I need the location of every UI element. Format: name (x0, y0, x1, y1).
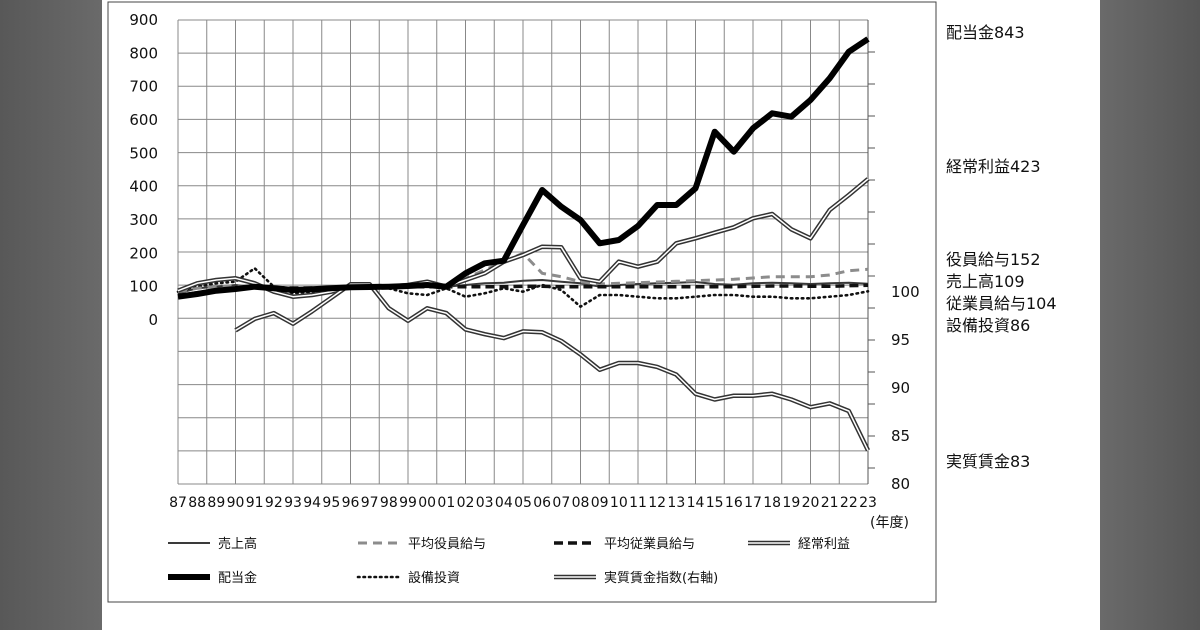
y-left-tick-label: 500 (129, 144, 158, 162)
y-axis-right: 80 85 90 95 100 (891, 283, 920, 493)
y-right-tick-label: 90 (891, 379, 910, 397)
x-tick-label: 02 (457, 495, 475, 511)
x-tick-label: 87 (169, 495, 187, 511)
x-tick-label: 13 (667, 495, 685, 511)
end-label: 実質賃金83 (946, 452, 1030, 471)
x-tick-label: 06 (533, 495, 551, 511)
x-axis: 87 88 89 90 91 92 93 94 95 96 97 98 99 00 01 02 03 04 05 06… (169, 495, 877, 511)
x-tick-label: 00 (418, 495, 436, 511)
x-tick-label: 91 (246, 495, 264, 511)
y-left-tick-label: 700 (129, 78, 158, 96)
series-line (177, 36, 870, 300)
series-配当金 (177, 36, 870, 300)
end-labels: 配当金843 経常利益423 役員給与152 売上高109 従業員給与104 設備投資86… (946, 23, 1057, 471)
y-left-tick-label: 0 (148, 311, 158, 329)
end-label: 役員給与152 (946, 250, 1041, 269)
x-tick-label: 04 (495, 495, 513, 511)
legend-item: 平均従業員給与 (554, 536, 695, 552)
x-tick-label: 15 (706, 495, 724, 511)
x-tick-label: 11 (629, 495, 647, 511)
x-tick-label: 18 (763, 495, 781, 511)
legend-item: 設備投資 (356, 570, 460, 586)
y-left-tick-label: 300 (129, 211, 158, 229)
x-tick-label: 88 (188, 495, 206, 511)
y-right-tick-label: 95 (891, 331, 910, 349)
legend-item: 経常利益 (748, 537, 850, 552)
x-tick-label: 97 (361, 495, 379, 511)
y-right-tick-label: 100 (891, 283, 920, 301)
x-tick-label: 01 (437, 495, 455, 511)
x-tick-label: 09 (591, 495, 609, 511)
x-axis-label: (年度) (870, 515, 909, 531)
x-tick-label: 07 (552, 495, 570, 511)
x-tick-label: 95 (322, 495, 340, 511)
y-axis-left: 0 100 200 300 400 500 600 700 800 900 (129, 11, 158, 329)
legend-label: 平均役員給与 (408, 537, 486, 552)
background-left (0, 0, 102, 630)
x-tick-label: 08 (572, 495, 590, 511)
x-tick-label: 10 (610, 495, 628, 511)
x-tick-label: 21 (821, 495, 839, 511)
end-label: 売上高109 (946, 272, 1025, 291)
x-tick-label: 05 (514, 495, 532, 511)
x-tick-label: 94 (303, 495, 321, 511)
x-tick-label: 12 (648, 495, 666, 511)
legend-label: 配当金 (218, 570, 257, 586)
end-label: 配当金843 (946, 23, 1025, 42)
x-tick-label: 90 (227, 495, 245, 511)
series-line (177, 178, 869, 298)
y-left-tick-label: 100 (129, 278, 158, 296)
series-実質賃金指数(右軸) (234, 282, 871, 452)
legend-label: 実質賃金指数(右軸) (604, 570, 718, 586)
series-経常利益 (177, 177, 870, 299)
x-tick-label: 98 (380, 495, 398, 511)
y-left-tick-label: 600 (129, 111, 158, 129)
x-tick-label: 16 (725, 495, 743, 511)
end-label: 従業員給与104 (946, 294, 1057, 313)
x-tick-label: 17 (744, 495, 762, 511)
y-right-tick-label: 85 (891, 427, 910, 445)
x-tick-label: 23 (859, 495, 877, 511)
background-right (1100, 0, 1200, 630)
y-left-tick-label: 400 (129, 178, 158, 196)
end-label: 設備投資86 (946, 316, 1030, 335)
x-tick-label: 03 (476, 495, 494, 511)
series-line (235, 283, 869, 451)
x-tick-label: 19 (782, 495, 800, 511)
legend-item: 実質賃金指数(右軸) (554, 570, 718, 586)
chart-border (107, 1, 937, 603)
x-tick-label: 22 (840, 495, 858, 511)
y-left-tick-label: 800 (129, 44, 158, 62)
legend-label: 売上高 (218, 536, 257, 552)
x-tick-label: 93 (284, 495, 302, 511)
series-設備投資 (176, 266, 870, 309)
end-label: 経常利益423 (946, 157, 1041, 176)
x-tick-label: 99 (399, 495, 417, 511)
y-right-tick-label: 80 (891, 475, 910, 493)
x-tick-label: 96 (342, 495, 360, 511)
x-tick-label: 89 (207, 495, 225, 511)
x-tick-label: 92 (265, 495, 283, 511)
legend-item: 売上高 (168, 536, 257, 552)
legend-item: 配当金 (168, 570, 257, 586)
y-left-tick-label: 900 (129, 11, 158, 29)
legend-label: 平均従業員給与 (604, 536, 695, 552)
legend-label: 設備投資 (408, 570, 460, 586)
series-line (176, 266, 870, 309)
y-left-tick-label: 200 (129, 244, 158, 262)
legend-item: 平均役員給与 (358, 537, 486, 552)
x-tick-label: 20 (802, 495, 820, 511)
series-lines (176, 36, 871, 452)
legend-label: 経常利益 (798, 537, 850, 552)
x-tick-label: 14 (687, 495, 705, 511)
